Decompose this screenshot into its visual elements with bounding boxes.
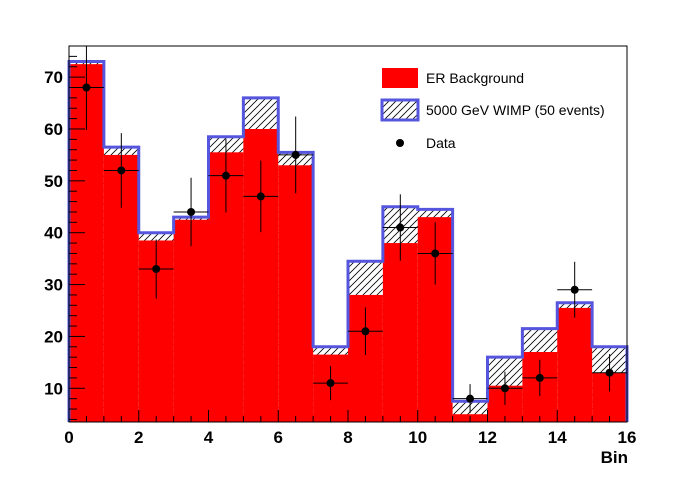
x-axis-label: Bin xyxy=(601,448,628,467)
data-point xyxy=(256,192,265,201)
x-tick-label: 10 xyxy=(408,428,427,447)
y-tick-label: 50 xyxy=(44,172,63,191)
x-tick-label: 12 xyxy=(478,428,497,447)
legend-label-data: Data xyxy=(426,135,456,151)
axes-layer: 0 2 4 6 8 10 12 14 16 10 20 30 40 50 60 70 xyxy=(44,55,637,447)
x-tick-label: 2 xyxy=(134,428,143,447)
data-point xyxy=(500,384,509,393)
x-tick-label: 4 xyxy=(204,428,214,447)
x-tick-label: 16 xyxy=(618,428,637,447)
data-point xyxy=(82,83,91,92)
y-tick-label: 60 xyxy=(44,120,63,139)
data-point xyxy=(117,166,126,175)
data-point xyxy=(152,265,161,274)
y-tick-label: 10 xyxy=(44,379,63,398)
legend-swatch-signal xyxy=(380,98,420,122)
data-points-layer xyxy=(69,46,627,414)
x-tick-label: 0 xyxy=(64,428,73,447)
legend-label-signal: 5000 GeV WIMP (50 events) xyxy=(426,102,605,118)
data-point xyxy=(361,327,370,336)
data-point xyxy=(535,373,544,382)
legend-label-background: ER Background xyxy=(426,70,524,86)
signal-outline xyxy=(67,60,629,422)
x-tick-label: 6 xyxy=(274,428,283,447)
x-tick-label: 14 xyxy=(548,428,567,447)
y-tick-label: 30 xyxy=(44,276,63,295)
y-tick-label: 40 xyxy=(44,224,63,243)
legend-swatch-background xyxy=(382,68,418,88)
data-point xyxy=(605,368,614,377)
data-point xyxy=(221,171,230,180)
y-tick-label: 70 xyxy=(44,68,63,87)
legend-marker-data xyxy=(396,139,404,147)
data-point xyxy=(291,150,300,159)
data-point xyxy=(431,249,440,258)
background-bar xyxy=(557,307,593,422)
y-tick-label: 20 xyxy=(44,327,63,346)
data-point xyxy=(396,223,405,232)
legend: ER Background 5000 GeV WIMP (50 events) Da… xyxy=(380,68,605,151)
background-bar xyxy=(382,243,418,422)
data-point xyxy=(466,394,475,403)
data-point xyxy=(570,285,579,294)
background-bar xyxy=(173,219,209,422)
data-point xyxy=(187,207,196,216)
data-point xyxy=(326,379,335,388)
x-tick-label: 8 xyxy=(343,428,352,447)
histogram-layer xyxy=(67,60,629,423)
background-bar xyxy=(278,165,314,422)
